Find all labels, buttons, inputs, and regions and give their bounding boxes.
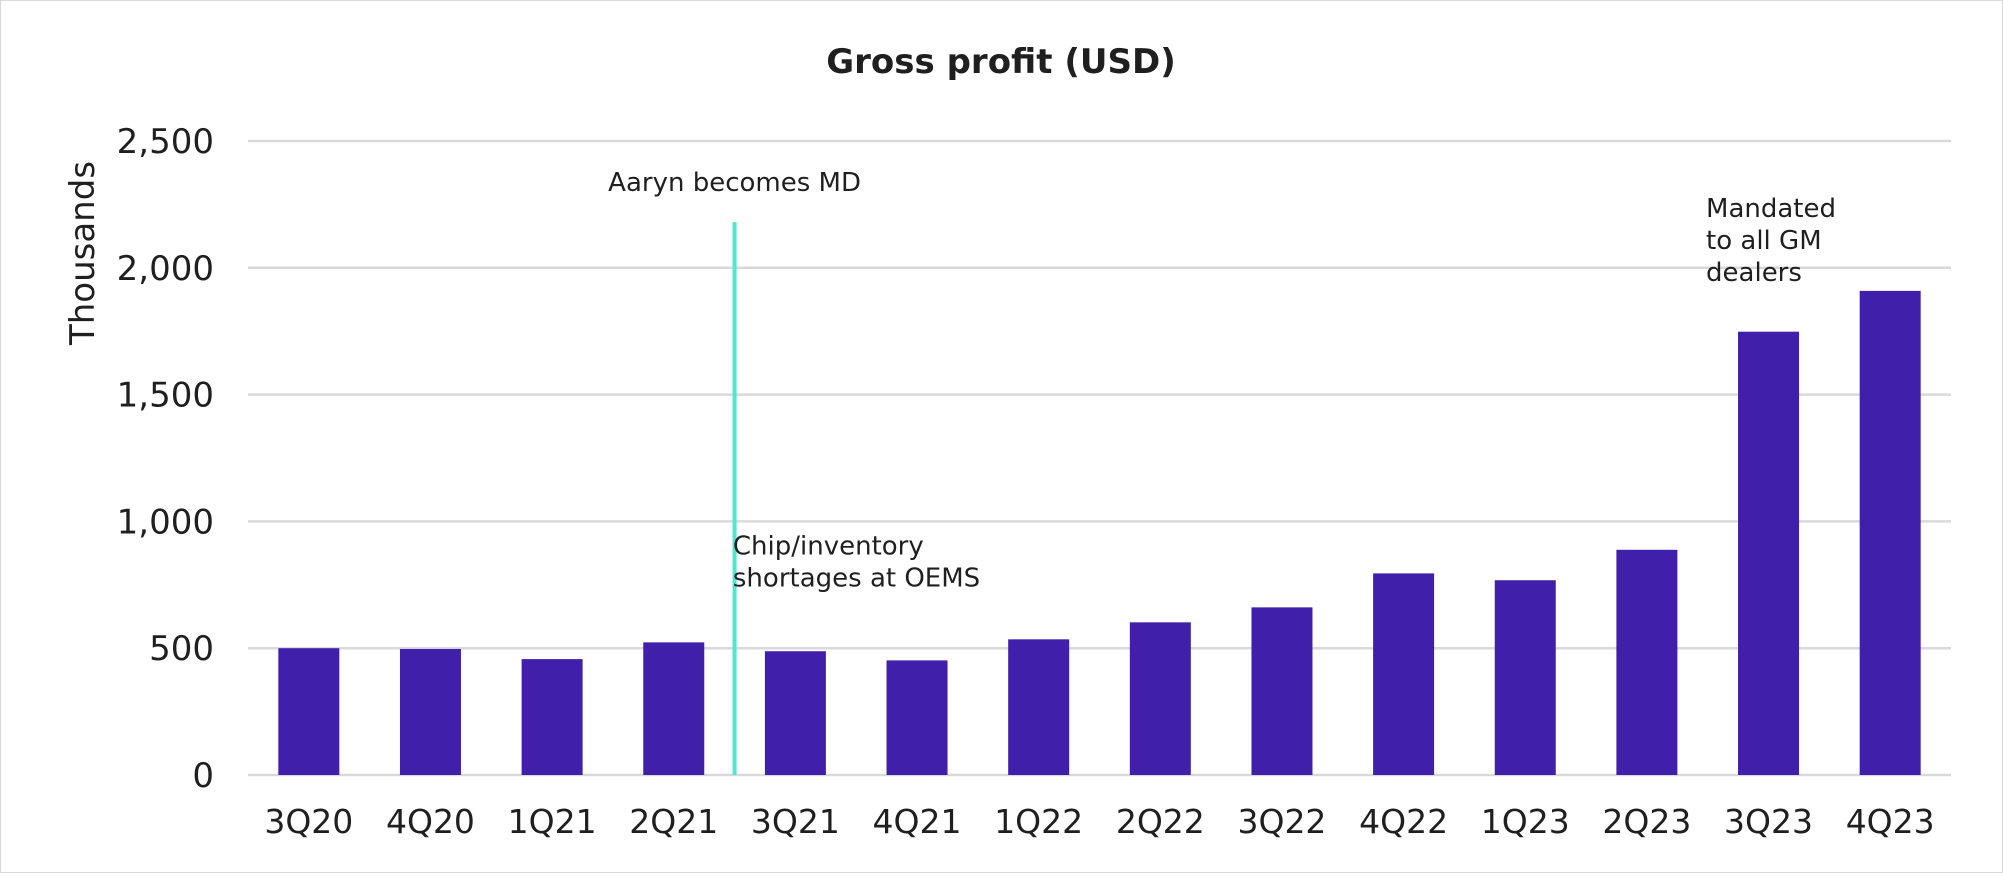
chart-title: Gross profit (USD): [826, 42, 1176, 82]
x-tick-label: 1Q21: [508, 802, 597, 841]
annotation-line: Mandated: [1706, 194, 1836, 224]
annotation-line: Chip/inventory: [733, 531, 924, 561]
x-tick-label: 4Q23: [1846, 802, 1935, 841]
y-axis-label: Thousands: [63, 161, 103, 346]
x-tick-label: 3Q21: [751, 802, 840, 841]
annotation-line: dealers: [1706, 258, 1802, 288]
x-tick-label: 4Q20: [386, 802, 475, 841]
x-tick-label: 2Q23: [1602, 802, 1691, 841]
gridlines: [248, 139, 1951, 777]
bar-4q22: [1373, 573, 1435, 775]
bar-1q23: [1494, 580, 1556, 775]
y-tick-label: 500: [149, 629, 214, 669]
annotation-text: Chip/inventory shortages at OEMS: [733, 531, 980, 593]
x-tick-label: 2Q21: [629, 802, 718, 841]
x-tick-label: 3Q20: [264, 802, 353, 841]
x-tick-labels: 3Q20 4Q20 1Q21 2Q21 3Q21 4Q21 1Q22 2Q22 3Q22 4Q22…: [264, 802, 1934, 841]
bar-1q21: [521, 659, 583, 775]
bar-3q22: [1251, 607, 1313, 775]
x-tick-label: 4Q22: [1359, 802, 1448, 841]
bar-3q20: [278, 648, 340, 775]
x-tick-label: 1Q23: [1481, 802, 1570, 841]
y-tick-label: 1,000: [117, 502, 214, 542]
x-tick-label: 3Q22: [1237, 802, 1326, 841]
y-tick-label: 2,500: [117, 122, 214, 162]
annotation-line: shortages at OEMS: [733, 563, 980, 593]
bar-4q20: [399, 648, 461, 775]
bar-4q21: [886, 660, 948, 775]
event-marker: Aaryn becomes MD: [608, 168, 861, 775]
annotations: Chip/inventory shortages at OEMS Mandated t…: [733, 194, 1836, 593]
y-tick-label: 1,500: [117, 376, 214, 416]
bar-2q21: [643, 642, 705, 775]
annotation-line: to all GM: [1706, 226, 1822, 256]
annotation-text: Mandated to all GM dealers: [1706, 194, 1836, 288]
bar-2q22: [1129, 622, 1191, 775]
bar-3q23: [1738, 331, 1800, 775]
bar-2q23: [1616, 549, 1678, 775]
y-tick-label: 2,000: [117, 249, 214, 289]
event-marker-label: Aaryn becomes MD: [608, 168, 861, 198]
x-tick-label: 1Q22: [994, 802, 1083, 841]
bar-3q21: [764, 651, 826, 775]
x-tick-label: 3Q23: [1724, 802, 1813, 841]
bars: [278, 290, 1921, 775]
bar-1q22: [1008, 639, 1070, 775]
bar-4q23: [1859, 290, 1921, 775]
y-tick-label: 0: [192, 756, 214, 796]
x-tick-label: 4Q21: [873, 802, 962, 841]
x-tick-label: 2Q22: [1116, 802, 1205, 841]
y-tick-labels: 0 500 1,000 1,500 2,000 2,500: [117, 122, 214, 796]
